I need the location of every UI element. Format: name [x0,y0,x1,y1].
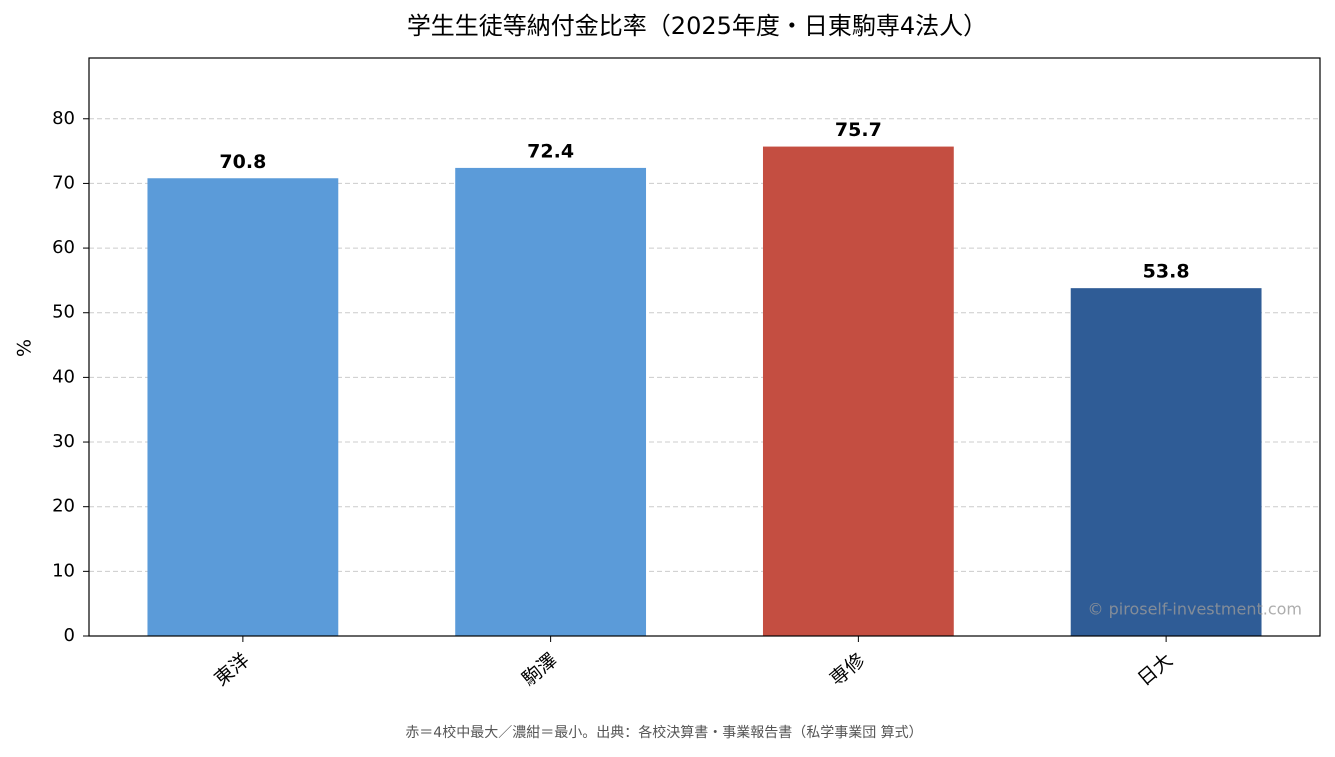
watermark: © piroself-investment.com [1088,600,1302,619]
y-tick-label: 80 [52,108,75,129]
y-tick-label: 20 [52,496,75,517]
bar [147,178,339,636]
bar [455,167,647,636]
bar [1070,288,1262,636]
x-tick-label: 駒澤 [518,649,561,690]
y-tick-label: 60 [52,237,75,258]
x-tick-label: 専修 [826,649,869,690]
y-tick-label: 70 [52,172,75,193]
value-label: 72.4 [527,140,574,162]
plot-frame [88,57,1321,637]
y-axis-label: % [14,339,36,357]
value-label: 75.7 [835,119,882,141]
value-label: 70.8 [219,151,266,173]
bar [762,146,954,636]
x-tick-label: 日大 [1134,649,1177,690]
y-tick-label: 0 [64,625,75,646]
x-tick-label: 東洋 [210,649,253,690]
chart-title: 学生生徒等納付金比率（2025年度・日東駒専4法人） [407,12,987,40]
value-label: 53.8 [1143,261,1190,283]
y-tick-label: 10 [52,560,75,581]
y-tick-label: 50 [52,302,75,323]
footnote: 赤＝4校中最大／濃紺＝最小。出典：各校決算書・事業報告書（私学事業団 算式） [405,724,922,741]
y-tick-label: 40 [52,366,75,387]
y-tick-label: 30 [52,431,75,452]
